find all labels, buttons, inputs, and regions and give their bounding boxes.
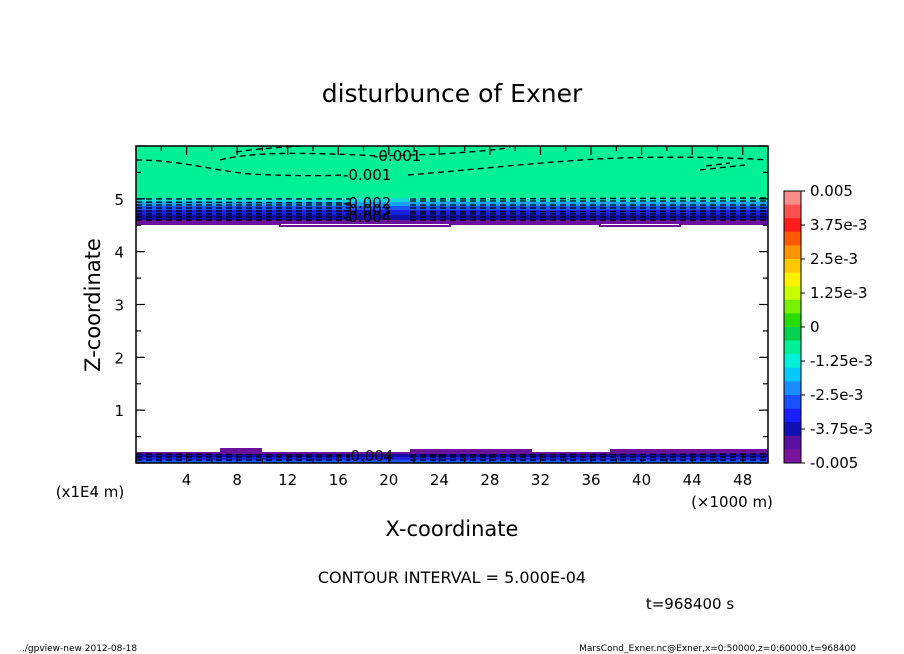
colorbar: 0.005 3.75e-3 2.5e-3 1.25e-3 0 -1.25e-3 -2.5e-… — [783, 182, 873, 472]
contour-line — [135, 159, 346, 177]
x-tick-label: 4 — [182, 471, 192, 489]
y-axis-label: Z-coordinate — [81, 238, 105, 372]
footer-right: MarsCond_Exner.nc@Exner,x=0:50000,z=0:60… — [579, 644, 856, 654]
bottom-band-purple — [136, 448, 768, 454]
colorbar-swatch — [784, 340, 801, 355]
contour-label: -0.004 — [343, 208, 391, 226]
contour-line — [136, 210, 769, 213]
top-band-sky — [136, 202, 768, 206]
contour-lines-bottom — [135, 453, 769, 461]
y-tick-label: 4 — [114, 244, 124, 262]
contour-line — [407, 156, 769, 176]
contour-label: -0.001 — [343, 166, 391, 184]
x-tick-label: 40 — [632, 471, 651, 489]
colorbar-label: 0 — [810, 318, 820, 336]
bottom-band-blue — [136, 457, 768, 460]
x-axis-unit: (×1000 m) — [691, 493, 773, 511]
plot-area: -0.001 -0.001 -0.002 -0.003 -0.004 -0.00… — [135, 145, 769, 465]
colorbar-label: -3.75e-3 — [810, 420, 873, 438]
contour-line — [705, 162, 731, 167]
colorbar-swatch — [784, 435, 801, 450]
top-band-purple — [136, 220, 768, 224]
time-label: t=968400 s — [646, 595, 734, 613]
colorbar-label: -2.5e-3 — [810, 386, 863, 404]
colorbar-swatch — [784, 286, 801, 301]
y-tick-label: 5 — [114, 191, 124, 209]
y-axis-unit: (x1E4 m) — [56, 483, 125, 501]
x-tick-label: 36 — [581, 471, 600, 489]
x-axis-ticks: 4 8 12 16 20 24 28 32 36 40 44 48 — [135, 146, 769, 489]
top-band-light — [136, 146, 768, 198]
colorbar-swatch — [784, 422, 801, 437]
colorbar-swatch — [784, 381, 801, 396]
x-tick-label: 48 — [733, 471, 752, 489]
contour-interval-text: CONTOUR INTERVAL = 5.000E-04 — [318, 568, 586, 587]
contour-line — [135, 200, 768, 204]
x-tick-label: 32 — [531, 471, 550, 489]
x-tick-label: 12 — [278, 471, 297, 489]
colorbar-swatch — [784, 408, 801, 423]
colorbar-swatch — [784, 204, 801, 219]
colorbar-label: 1.25e-3 — [810, 284, 868, 302]
contour-label: -0.003 — [343, 201, 391, 219]
x-tick-label: 8 — [232, 471, 242, 489]
contour-label: -0.004 — [345, 447, 393, 465]
y-tick-label: 1 — [114, 402, 124, 420]
colorbar-label: -1.25e-3 — [810, 352, 873, 370]
contour-label: -0.002 — [343, 194, 391, 212]
colorbar-label: -0.005 — [810, 454, 858, 472]
colorbar-swatch — [784, 245, 801, 260]
contour-line — [135, 453, 769, 456]
colorbar-swatch — [784, 272, 801, 287]
y-tick-label: 2 — [114, 349, 124, 367]
y-axis-ticks: 1 2 3 4 5 — [114, 145, 768, 464]
colorbar-swatch — [784, 449, 801, 464]
colorbar-swatch — [784, 259, 801, 273]
colorbar-label: 2.5e-3 — [810, 250, 858, 268]
colorbar-label: 0.005 — [810, 182, 853, 200]
colorbar-swatch — [784, 299, 801, 314]
colorbar-swatch — [784, 354, 801, 369]
x-axis-label: X-coordinate — [386, 517, 519, 541]
bottom-band-lightblue — [136, 460, 768, 463]
x-tick-label: 20 — [379, 471, 398, 489]
x-tick-label: 24 — [430, 471, 449, 489]
top-band-purple-edge — [136, 223, 768, 227]
x-tick-label: 44 — [683, 471, 702, 489]
colorbar-swatch — [784, 231, 801, 246]
contour-line — [699, 164, 746, 171]
colorbar-swatch — [784, 218, 801, 233]
contour-label: -0.001 — [373, 147, 421, 165]
colorbar-swatch — [784, 395, 801, 409]
top-band-cyan — [136, 198, 768, 202]
colorbar-label: 3.75e-3 — [810, 216, 868, 234]
colorbar-swatch — [784, 367, 801, 382]
contour-line — [136, 197, 769, 200]
x-tick-label: 28 — [480, 471, 499, 489]
contour-lines-top — [135, 145, 769, 221]
colorbar-swatch — [784, 191, 801, 205]
footer-left: ./gpview-new 2012-08-18 — [22, 644, 137, 654]
colorbar-swatch — [784, 313, 801, 328]
colorbar-swatch — [784, 327, 801, 341]
chart-title: disturbunce of Exner — [322, 79, 583, 108]
x-tick-label: 16 — [329, 471, 348, 489]
y-tick-label: 3 — [114, 297, 124, 315]
